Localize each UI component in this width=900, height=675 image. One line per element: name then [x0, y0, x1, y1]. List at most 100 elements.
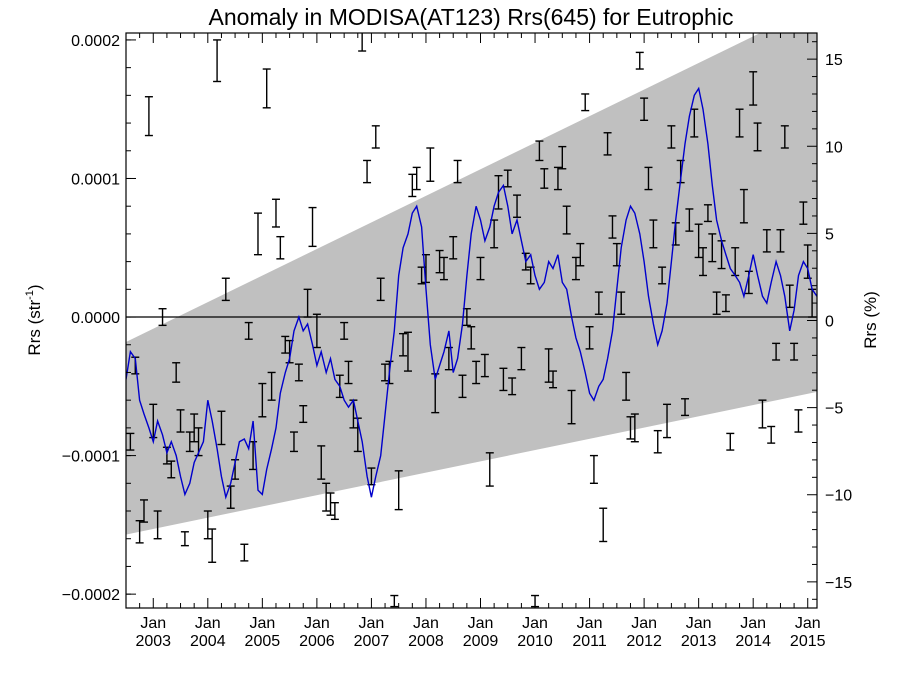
- errorbar-point: [412, 166, 421, 191]
- uncertainty-envelope: [126, 33, 817, 535]
- errorbar-point: [649, 219, 658, 249]
- errorbar-point: [472, 360, 481, 385]
- errorbar-point: [449, 235, 458, 260]
- errorbar-point: [767, 425, 776, 444]
- errorbar-point: [658, 266, 667, 285]
- errorbar-point: [653, 429, 662, 454]
- errorbar-point: [503, 169, 512, 188]
- errorbar-point: [608, 215, 617, 239]
- errorbar-point: [794, 409, 803, 433]
- y-right-tick-label: −5: [825, 401, 843, 418]
- errorbar-point: [581, 93, 590, 112]
- errorbar-point: [699, 247, 708, 277]
- errorbar-point: [340, 321, 349, 340]
- errorbar-point: [485, 452, 494, 487]
- x-tick-label-year: 2014: [735, 633, 771, 650]
- errorbar-point: [540, 168, 549, 189]
- x-tick-label-year: 2013: [681, 633, 717, 650]
- errorbar-point: [544, 348, 553, 383]
- errorbar-point: [149, 403, 158, 439]
- errorbar-point: [594, 291, 603, 315]
- errorbar-point: [776, 229, 785, 253]
- errorbar-point: [139, 499, 148, 523]
- y-right-tick-label: −10: [825, 488, 852, 505]
- errorbar-point: [330, 501, 339, 521]
- errorbar-point: [508, 377, 517, 396]
- errorbar-point: [721, 294, 730, 313]
- errorbar-point: [667, 125, 676, 149]
- errorbar-point: [476, 256, 485, 281]
- errorbar-point: [585, 326, 594, 350]
- errorbar-point: [431, 373, 440, 414]
- x-tick-label-year: 2012: [626, 633, 662, 650]
- y-axis-left-label-text: Rrs (str: [25, 300, 44, 356]
- errorbar-point: [439, 256, 448, 281]
- errorbar-point: [772, 342, 781, 361]
- errorbar-point: [603, 132, 612, 156]
- errorbar-point: [217, 410, 226, 446]
- errorbar-point: [153, 510, 162, 540]
- errorbar-point: [408, 173, 417, 198]
- errorbar-point: [499, 367, 508, 392]
- errorbar-point: [208, 528, 217, 563]
- y-left-tick-label: 0.0002: [71, 33, 120, 50]
- errorbar-point: [790, 342, 799, 361]
- x-tick-label-month: Jan: [195, 615, 221, 632]
- errorbar-point: [376, 277, 385, 302]
- errorbar-point: [276, 235, 285, 260]
- x-tick-label-year: 2005: [245, 633, 281, 650]
- y-left-tick-label: 0.0001: [71, 171, 120, 188]
- errorbar-point: [799, 201, 808, 225]
- errorbar-point: [567, 389, 576, 425]
- errorbar-point: [203, 510, 212, 540]
- errorbar-point: [626, 416, 635, 440]
- x-tick-label-year: 2008: [408, 633, 444, 650]
- errorbar-point: [576, 242, 585, 267]
- errorbar-point: [644, 166, 653, 191]
- errorbar-point: [571, 256, 580, 281]
- errorbar-point: [549, 370, 558, 389]
- errorbar-point: [758, 399, 767, 429]
- errorbar-point: [180, 531, 189, 547]
- errorbar-point: [558, 145, 567, 170]
- errorbar-point: [617, 291, 626, 315]
- errorbar-point: [589, 454, 598, 485]
- errorbar-point: [762, 229, 771, 253]
- x-tick-label-month: Jan: [795, 615, 821, 632]
- x-tick-label-month: Jan: [468, 615, 494, 632]
- errorbar-point: [562, 205, 571, 235]
- errorbar-point: [267, 371, 276, 401]
- errorbar-point: [535, 140, 544, 162]
- y-left-tick-label: 0.0000: [71, 310, 120, 327]
- errorbar-point: [135, 520, 144, 544]
- x-tick-label-month: Jan: [577, 615, 603, 632]
- chart-title: Anomaly in MODISA(AT123) Rrs(645) for Eu…: [209, 4, 734, 30]
- errorbar-point: [599, 507, 608, 543]
- y-axis-right-label: Rrs (%): [861, 291, 880, 349]
- errorbar-point: [258, 382, 267, 418]
- errorbar-point: [271, 198, 280, 228]
- errorbar-point: [172, 362, 181, 383]
- y-right-tick-label: 5: [825, 226, 834, 243]
- y-left-tick-label: −0.0002: [62, 587, 120, 604]
- x-tick-label-month: Jan: [522, 615, 548, 632]
- errorbar-point: [190, 413, 199, 443]
- errorbar-point: [363, 159, 372, 184]
- errorbar-point: [185, 431, 194, 453]
- errorbar-point: [708, 233, 717, 263]
- errorbar-point: [308, 206, 317, 248]
- errorbar-point: [390, 594, 399, 608]
- x-tick-label-month: Jan: [249, 615, 275, 632]
- errorbar-point: [517, 346, 526, 371]
- errorbar-point: [453, 159, 462, 184]
- y-right-tick-label: −15: [825, 575, 852, 592]
- plot-area: [126, 33, 817, 608]
- errorbar-point: [467, 326, 476, 350]
- errorbar-point: [299, 405, 308, 424]
- x-tick-label-year: 2004: [190, 633, 226, 650]
- x-tick-label-month: Jan: [413, 615, 439, 632]
- errorbar-point: [158, 308, 167, 327]
- errorbar-point: [303, 288, 312, 318]
- x-axis: Jan2003Jan2004Jan2005Jan2006Jan2007Jan20…: [125, 33, 826, 650]
